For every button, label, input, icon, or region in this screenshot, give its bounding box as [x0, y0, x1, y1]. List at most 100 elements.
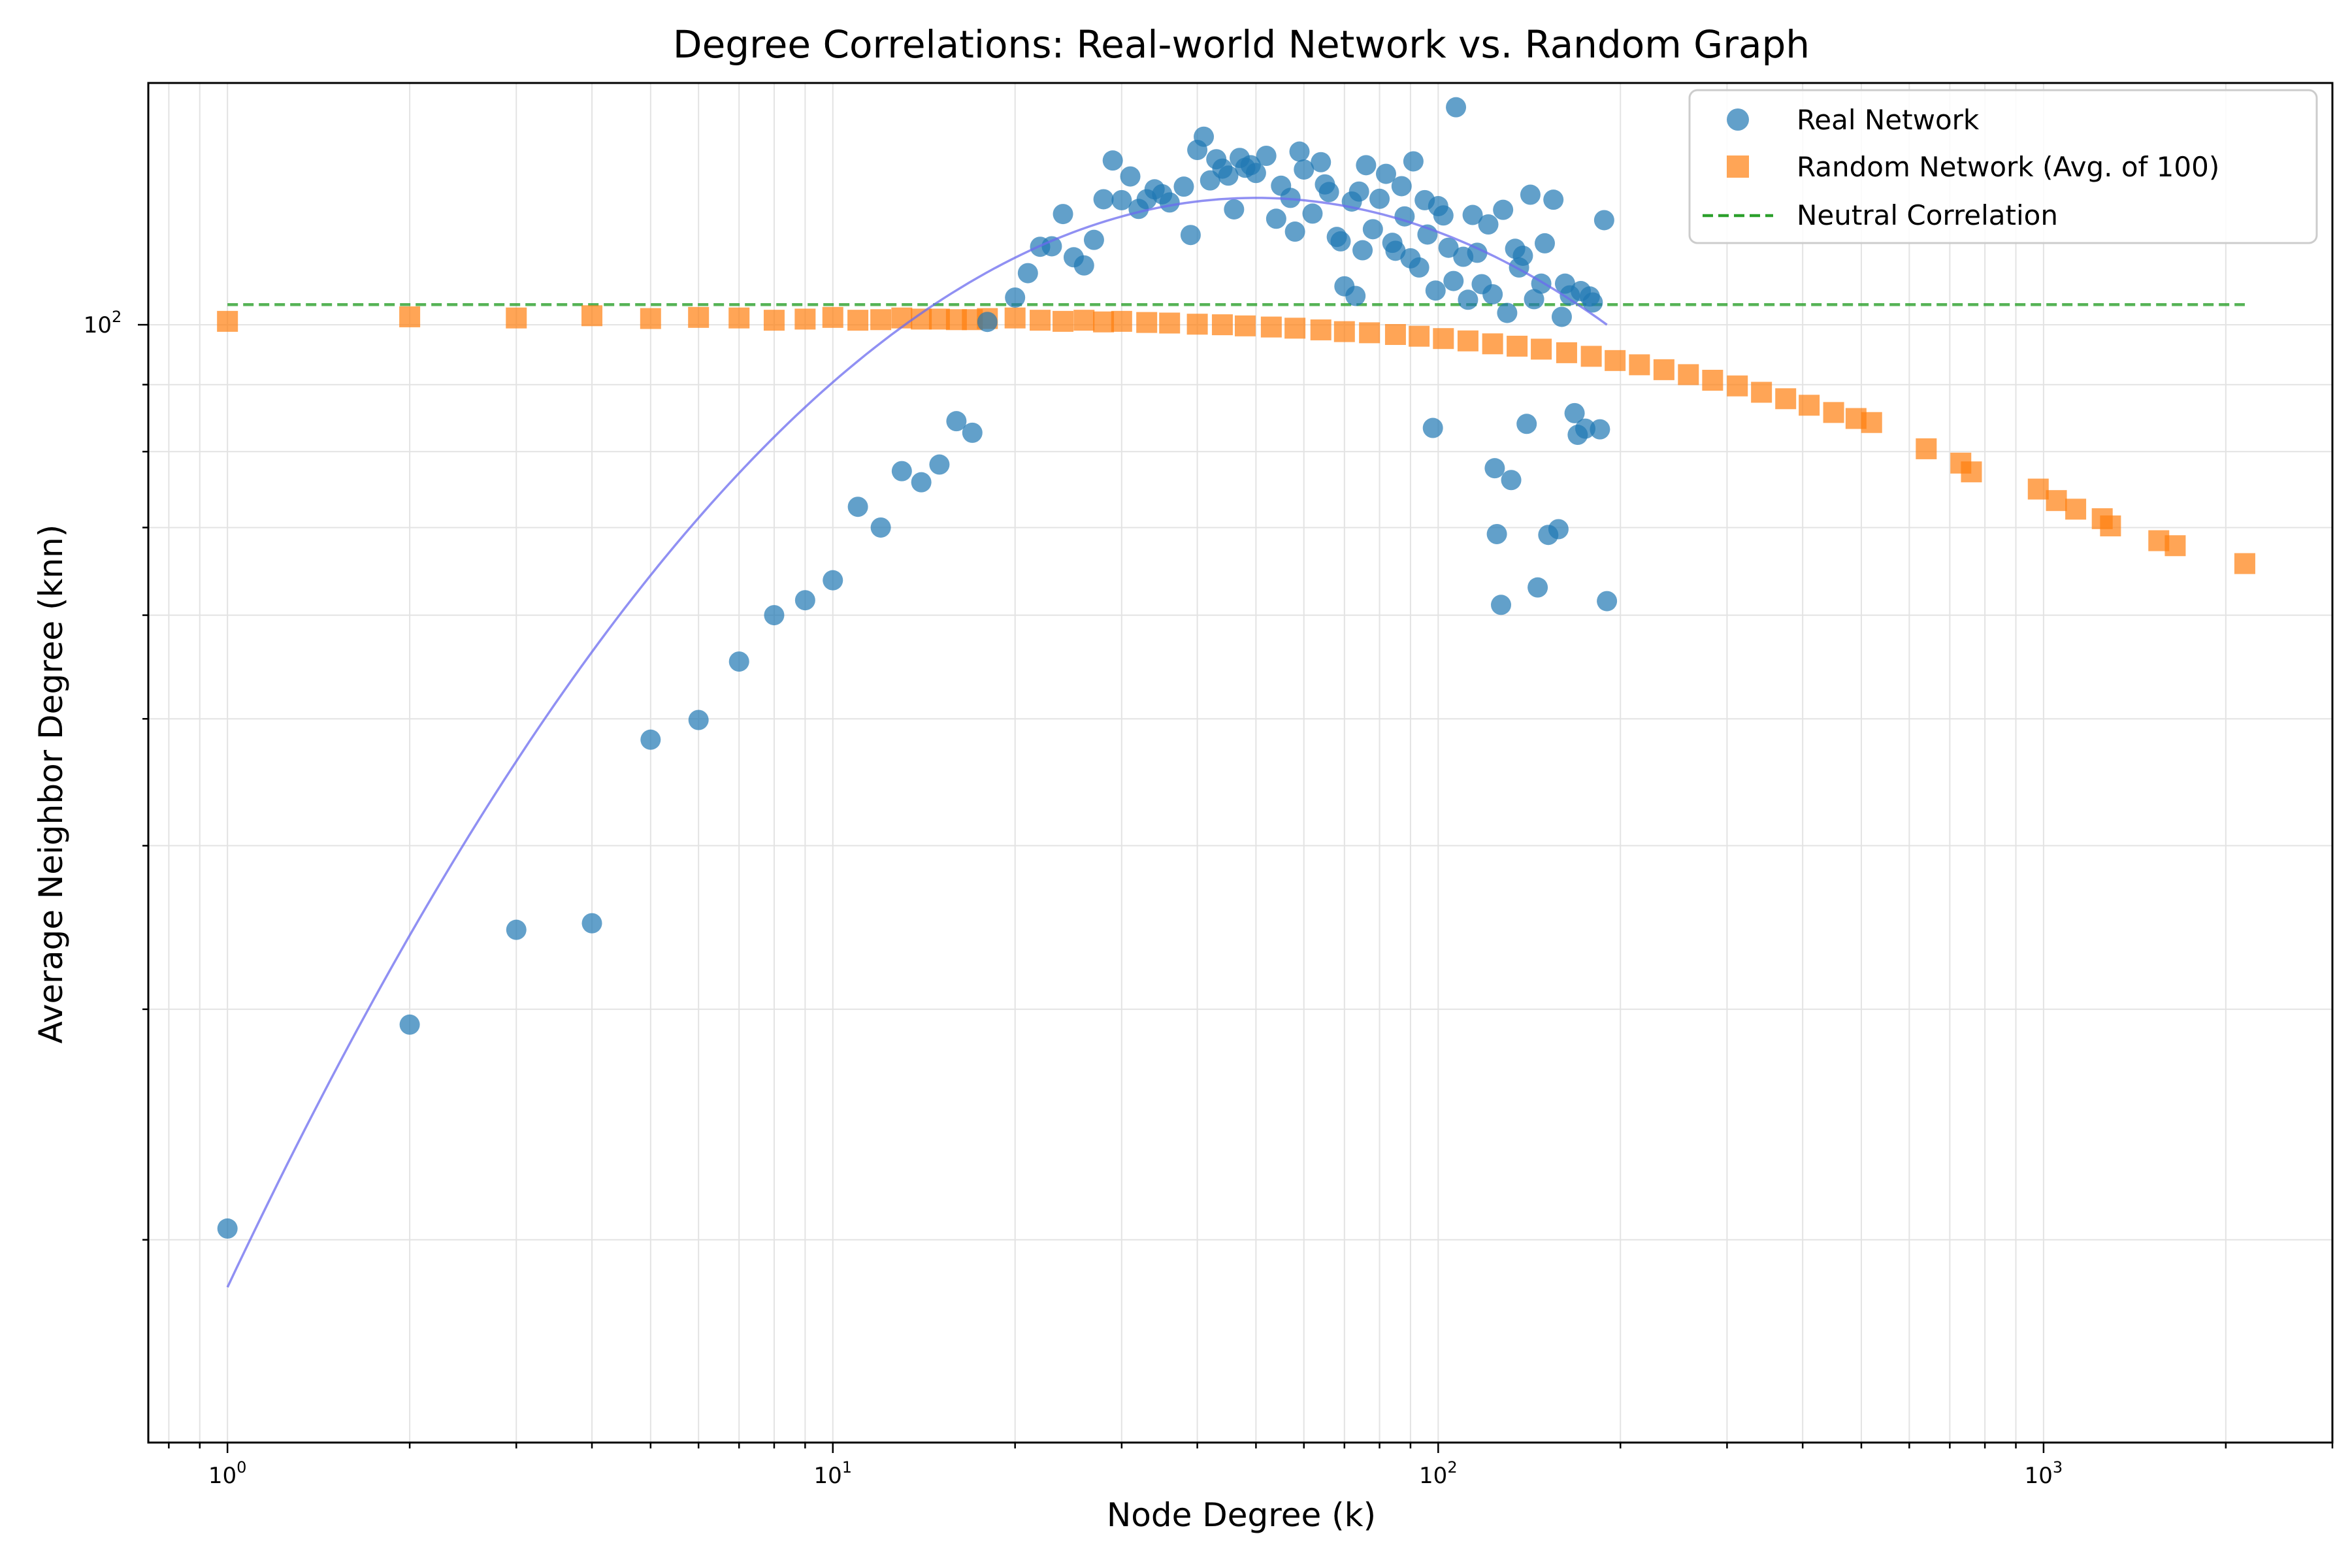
random-network-point — [1799, 395, 1820, 416]
plot-area — [217, 97, 2255, 1288]
real-network-point — [1524, 289, 1544, 310]
real-network-point — [1102, 150, 1123, 171]
real-network-point — [847, 497, 868, 517]
legend-real-network-marker — [1727, 108, 1749, 131]
real-network-point — [1005, 287, 1026, 308]
random-network-point — [1409, 325, 1430, 347]
real-network-point — [1218, 165, 1239, 186]
real-network-point — [1403, 151, 1424, 172]
real-network-point — [1582, 292, 1603, 313]
legend-neutral-correlation-label: Neutral Correlation — [1797, 199, 2058, 231]
real-network-point — [891, 461, 912, 482]
random-network-point — [891, 307, 913, 329]
real-network-point — [1073, 255, 1094, 276]
real-network-point — [1493, 199, 1514, 220]
random-network-point — [1136, 312, 1158, 333]
real-network-point — [1093, 189, 1114, 210]
random-network-point — [1727, 375, 1748, 397]
random-network-point — [1531, 338, 1552, 360]
real-network-point — [1534, 233, 1555, 253]
random-network-point — [1653, 359, 1674, 380]
random-network-point — [1260, 316, 1282, 338]
real-network-point — [1597, 591, 1618, 612]
random-network-point — [1186, 314, 1208, 335]
real-network-point — [1520, 184, 1541, 205]
real-network-point — [1391, 176, 1412, 197]
x-tick-label: 101 — [813, 1458, 852, 1489]
random-network-point — [1333, 321, 1355, 342]
real-network-point — [1245, 163, 1266, 184]
real-network-point — [1352, 240, 1373, 261]
real-network-point — [1120, 166, 1141, 187]
real-network-point — [1484, 458, 1505, 479]
real-network-point — [911, 472, 932, 493]
real-network-point — [1256, 146, 1277, 167]
random-network-point — [2234, 553, 2255, 574]
real-network-point — [823, 570, 843, 591]
random-network-point — [1702, 370, 1723, 391]
real-network-point — [1318, 182, 1339, 203]
random-network-point — [1284, 318, 1306, 339]
random-network-point — [1433, 328, 1454, 350]
real-network-point — [1356, 155, 1377, 176]
real-network-point — [1590, 419, 1610, 440]
random-network-point — [1916, 438, 1937, 459]
real-network-point — [1266, 208, 1286, 229]
random-network-point — [1093, 311, 1115, 333]
real-network-point — [1593, 210, 1614, 231]
random-network-point — [2065, 498, 2087, 520]
random-network-point — [1159, 312, 1181, 334]
legend-random-network-marker — [1727, 155, 1749, 178]
random-network-point — [2164, 535, 2186, 557]
random-network-point — [870, 309, 892, 331]
random-network-point — [1384, 323, 1406, 345]
real-network-point — [1041, 236, 1062, 257]
random-network-point — [822, 306, 843, 328]
legend-random-network-label: Random Network (Avg. of 100) — [1797, 151, 2219, 183]
random-network-point — [1580, 346, 1602, 367]
real-network-point — [929, 454, 950, 475]
grid — [148, 83, 2333, 1443]
y-axis-label: Average Neighbor Degree (knn) — [32, 525, 70, 1044]
real-network-point — [1433, 205, 1454, 226]
real-network-point — [688, 710, 709, 730]
random-network-point — [763, 310, 785, 331]
real-network-point — [794, 590, 815, 611]
random-network-point — [1482, 333, 1503, 355]
random-network-point — [2027, 478, 2049, 500]
real-network-point — [1017, 263, 1038, 284]
real-network-point — [1512, 245, 1533, 266]
random-network-point — [1861, 412, 1882, 433]
real-network-point — [1497, 302, 1518, 323]
axes: 100 101 102 103 102 — [84, 82, 2334, 1489]
random-network-point — [506, 307, 527, 329]
x-tick-label: 102 — [1419, 1458, 1458, 1489]
plot-frame — [147, 82, 2334, 1444]
random-network-point — [1211, 314, 1233, 336]
real-network-point — [1224, 199, 1245, 220]
real-network-point — [1385, 240, 1406, 261]
real-network-point — [728, 651, 749, 672]
real-network-point — [581, 913, 602, 934]
real-network-point — [1438, 237, 1459, 258]
random-network-point — [1053, 310, 1074, 332]
real-network-point — [1289, 141, 1310, 162]
random-network-point — [847, 310, 869, 331]
real-network-point — [1458, 289, 1478, 310]
real-network-point — [1467, 242, 1488, 263]
real-network-point — [1362, 219, 1383, 240]
random-network-point — [1457, 330, 1478, 351]
real-network-point — [946, 411, 967, 432]
random-network-point — [1310, 319, 1331, 340]
random-network-point — [2100, 515, 2121, 536]
real-network-point — [1053, 204, 1073, 225]
random-network-point — [581, 305, 603, 327]
real-network-point — [1348, 181, 1369, 202]
real-network-point — [1284, 221, 1305, 242]
x-axis-label: Node Degree (k) — [1107, 1496, 1376, 1534]
real-network-point — [1111, 189, 1132, 210]
random-network-point — [1359, 322, 1380, 344]
real-network-point — [1194, 126, 1215, 147]
random-network-point — [1234, 315, 1256, 336]
